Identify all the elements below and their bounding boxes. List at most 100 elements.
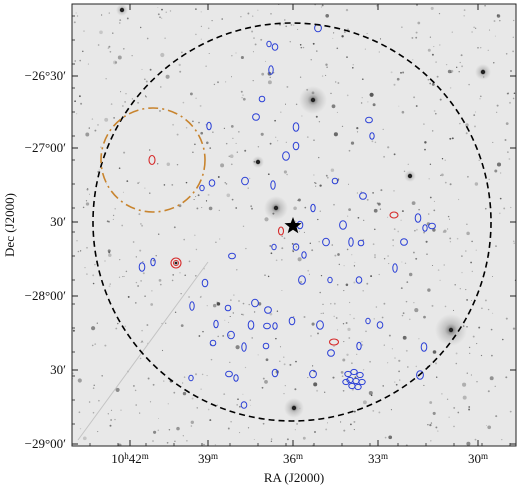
star-point: [456, 66, 458, 68]
star-point: [107, 47, 110, 49]
bright-star: [480, 69, 486, 75]
star-point: [466, 372, 468, 374]
star-point: [89, 193, 90, 195]
star-point: [212, 131, 214, 133]
star-point: [427, 288, 431, 292]
star-point: [353, 410, 356, 413]
star-point: [319, 291, 322, 294]
star-point: [300, 281, 302, 283]
blue-contour: [225, 370, 233, 378]
star-point: [315, 182, 317, 185]
circle-layer: [92, 22, 492, 422]
star-point: [433, 200, 435, 202]
star-point: [86, 188, 89, 191]
star-point: [424, 141, 427, 144]
star-point: [242, 313, 245, 316]
star-point: [165, 11, 167, 13]
star-point: [433, 46, 435, 48]
star-point: [435, 61, 437, 63]
x-tick-label: 39m: [198, 451, 218, 466]
star-point: [134, 389, 137, 392]
star-point: [313, 174, 315, 176]
star-point: [430, 422, 433, 424]
blue-contour: [258, 95, 266, 103]
blue-contour-cluster: [350, 368, 358, 376]
star-point: [236, 404, 239, 406]
blue-contour: [376, 321, 384, 329]
star-point: [216, 404, 219, 406]
star-point: [353, 420, 356, 423]
blue-contour: [288, 316, 296, 326]
star-point: [499, 19, 501, 22]
blue-contour: [359, 192, 367, 200]
star-point: [340, 421, 342, 423]
star-point: [388, 263, 390, 265]
blue-contour: [201, 278, 209, 288]
star-point: [487, 308, 490, 311]
blue-contour: [241, 176, 249, 186]
star-point: [197, 194, 200, 197]
star-point: [394, 357, 396, 359]
star-point: [76, 240, 78, 242]
star-point: [308, 273, 310, 275]
star-point: [105, 183, 108, 185]
star-point: [379, 38, 382, 40]
star-point: [240, 55, 244, 60]
blue-contour: [270, 180, 276, 190]
star-point: [157, 429, 160, 432]
blue-contour: [272, 322, 278, 330]
star-point: [374, 228, 376, 231]
star-point: [513, 19, 515, 22]
blue-contour: [292, 243, 300, 251]
star-point: [284, 385, 286, 387]
star-point: [112, 214, 115, 217]
star-point: [472, 335, 475, 338]
star-point: [79, 428, 82, 430]
star-point: [479, 46, 482, 49]
star-point: [348, 301, 351, 304]
red-contour: [328, 338, 340, 346]
bright-star: [255, 159, 261, 165]
star-point: [240, 16, 242, 18]
star-point: [504, 139, 507, 141]
star-point: [439, 98, 442, 101]
star-point: [94, 343, 97, 345]
star-point: [356, 353, 358, 355]
star-point: [362, 289, 364, 292]
star-point: [107, 413, 109, 415]
star-point: [76, 113, 78, 115]
star-point: [325, 174, 328, 177]
star-point: [226, 193, 231, 198]
star-point: [77, 250, 80, 253]
star-point: [478, 159, 480, 161]
star-point: [403, 170, 406, 173]
star-point: [88, 401, 91, 403]
star-point: [91, 344, 94, 347]
star-point: [387, 216, 389, 218]
star-point: [122, 105, 124, 107]
star-point: [453, 406, 456, 409]
star-point: [248, 303, 250, 306]
star-point: [441, 173, 444, 177]
star-point: [320, 274, 323, 277]
star-point: [252, 51, 254, 53]
star-point: [206, 375, 208, 377]
star-point: [473, 114, 476, 116]
star-point: [181, 382, 184, 384]
star-point: [415, 31, 418, 34]
star-point: [218, 209, 220, 212]
star-point: [381, 316, 384, 319]
star-point: [195, 373, 197, 376]
star-point: [232, 312, 235, 314]
star-point: [388, 435, 393, 440]
star-point: [354, 261, 356, 263]
star-point: [141, 340, 144, 343]
star-point: [488, 178, 490, 181]
star-point: [291, 243, 294, 245]
star-point: [120, 409, 122, 412]
star-point: [188, 296, 191, 298]
star-point: [333, 203, 335, 206]
star-point: [253, 438, 255, 441]
star-point: [225, 142, 228, 145]
star-point: [228, 334, 231, 337]
